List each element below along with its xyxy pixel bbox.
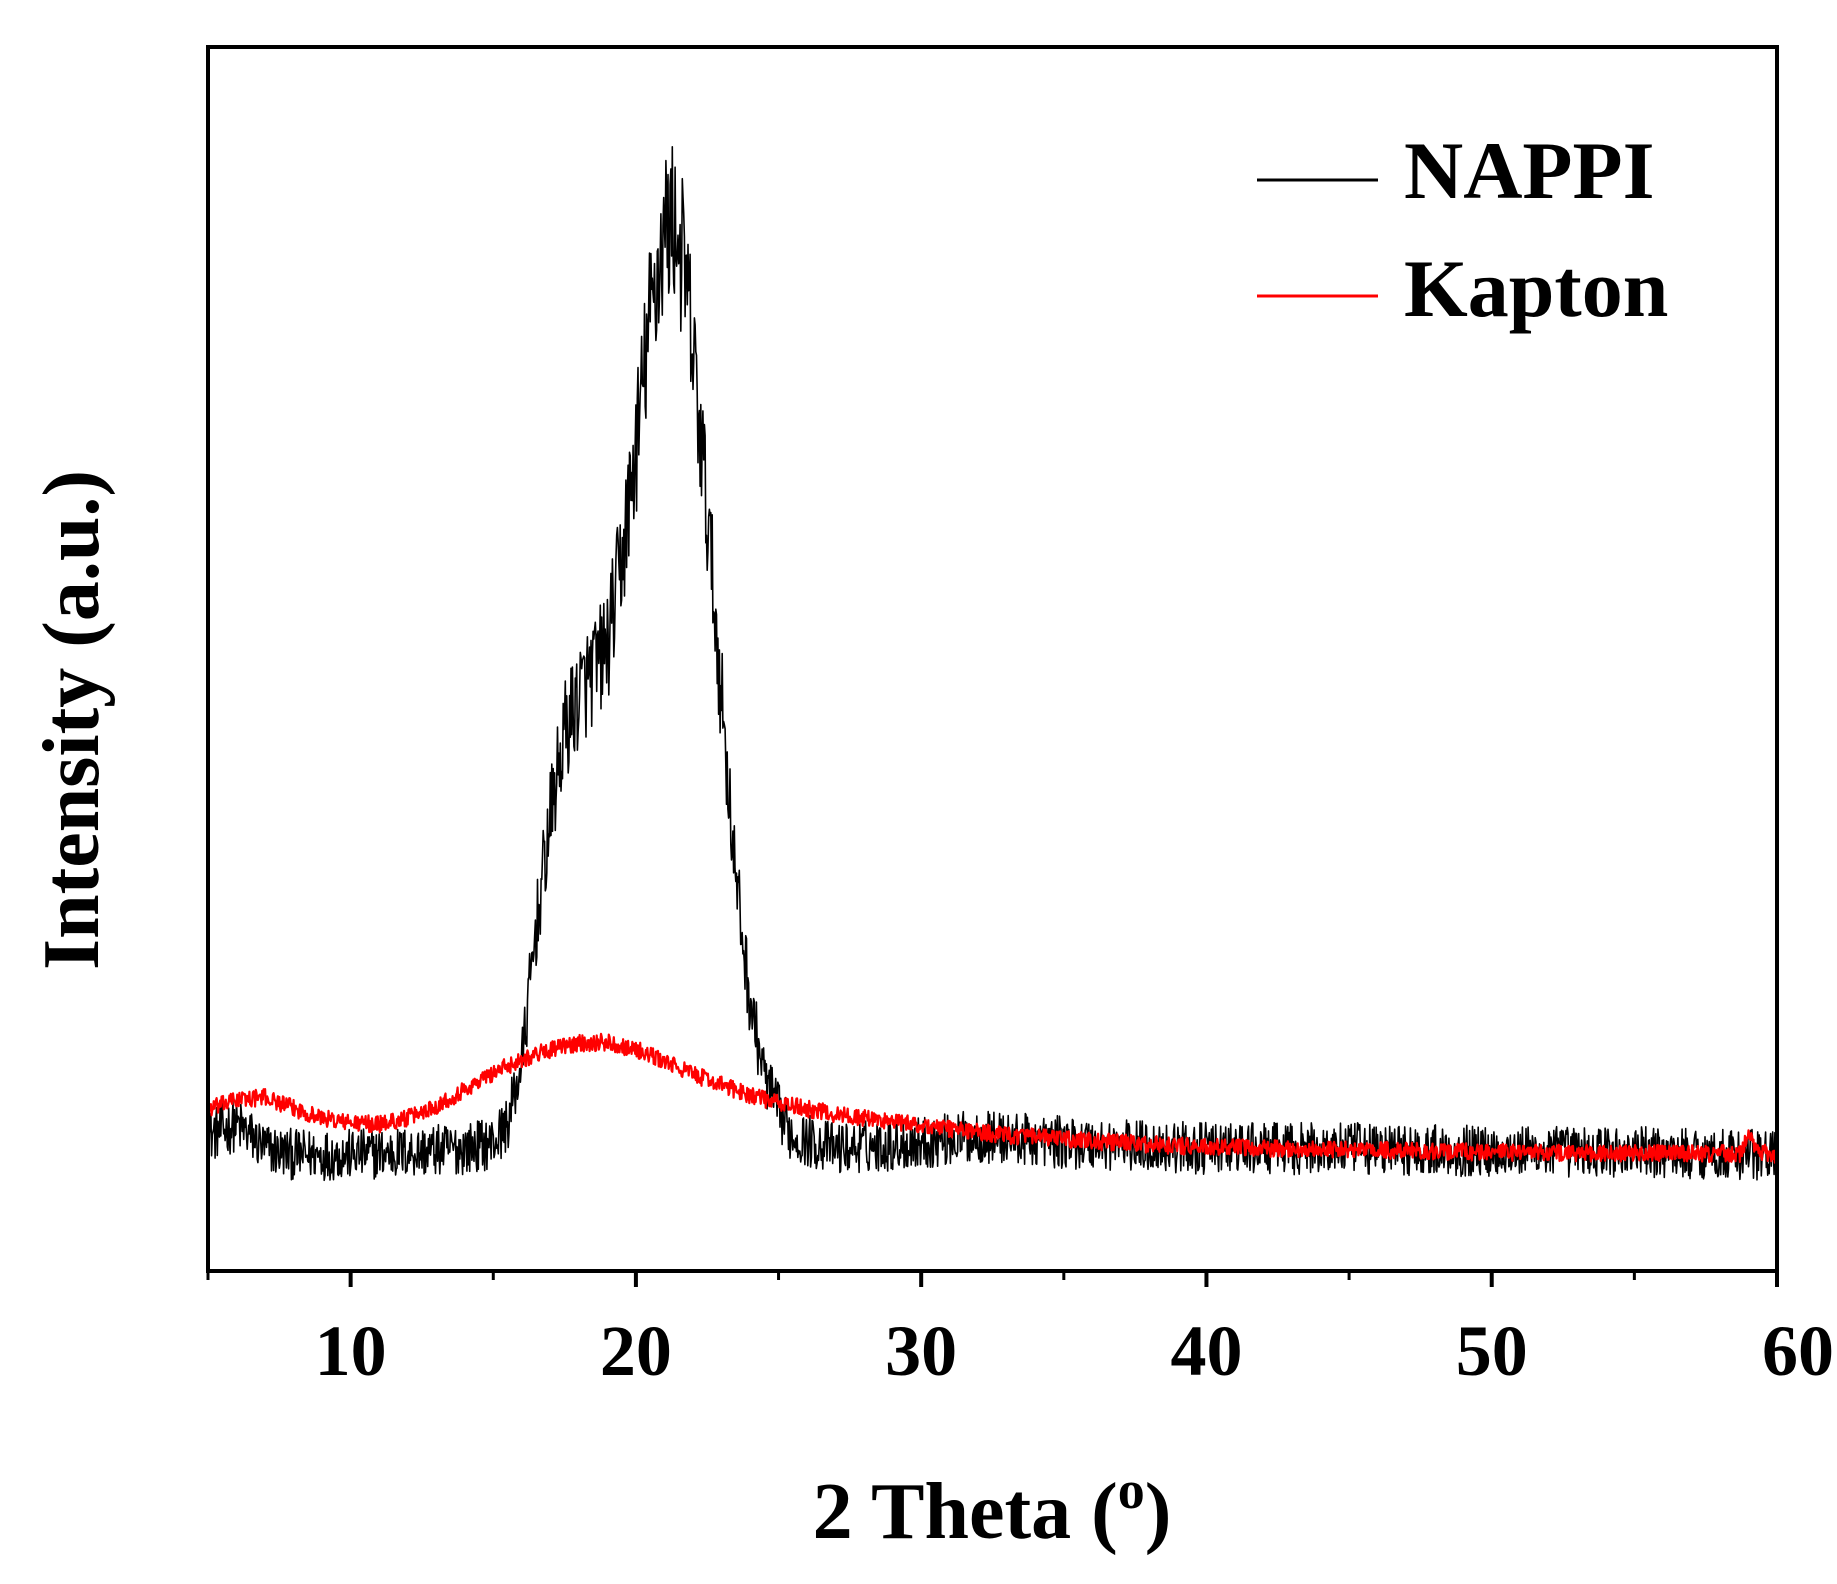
x-tick-label: 50 <box>1456 1311 1528 1391</box>
x-axis-title-superscript: o <box>1118 1460 1145 1520</box>
x-axis-title-main: 2 Theta ( <box>813 1468 1118 1556</box>
legend: NAPPI Kapton <box>1257 125 1668 334</box>
x-axis-title: 2 Theta (o) <box>813 1460 1172 1556</box>
series-line-nappi <box>207 146 1778 1182</box>
x-axis-title-end: ) <box>1145 1468 1172 1556</box>
x-axis-ticks <box>206 1271 1779 1287</box>
x-tick-label: 40 <box>1170 1311 1242 1391</box>
legend-label-kapton: Kapton <box>1404 243 1668 334</box>
x-tick-label: 30 <box>885 1311 957 1391</box>
x-tick-label: 20 <box>600 1311 672 1391</box>
series-layer <box>206 146 1779 1182</box>
series-line-kapton <box>206 1032 1779 1164</box>
y-axis-title: Intensity (a.u.) <box>28 470 116 970</box>
x-tick-label: 10 <box>315 1311 387 1391</box>
plot-frame <box>206 45 1779 1273</box>
x-axis-tick-labels: 10 20 30 40 50 60 <box>315 1311 1834 1391</box>
legend-label-nappi: NAPPI <box>1404 125 1655 216</box>
x-tick-label: 60 <box>1762 1311 1834 1391</box>
